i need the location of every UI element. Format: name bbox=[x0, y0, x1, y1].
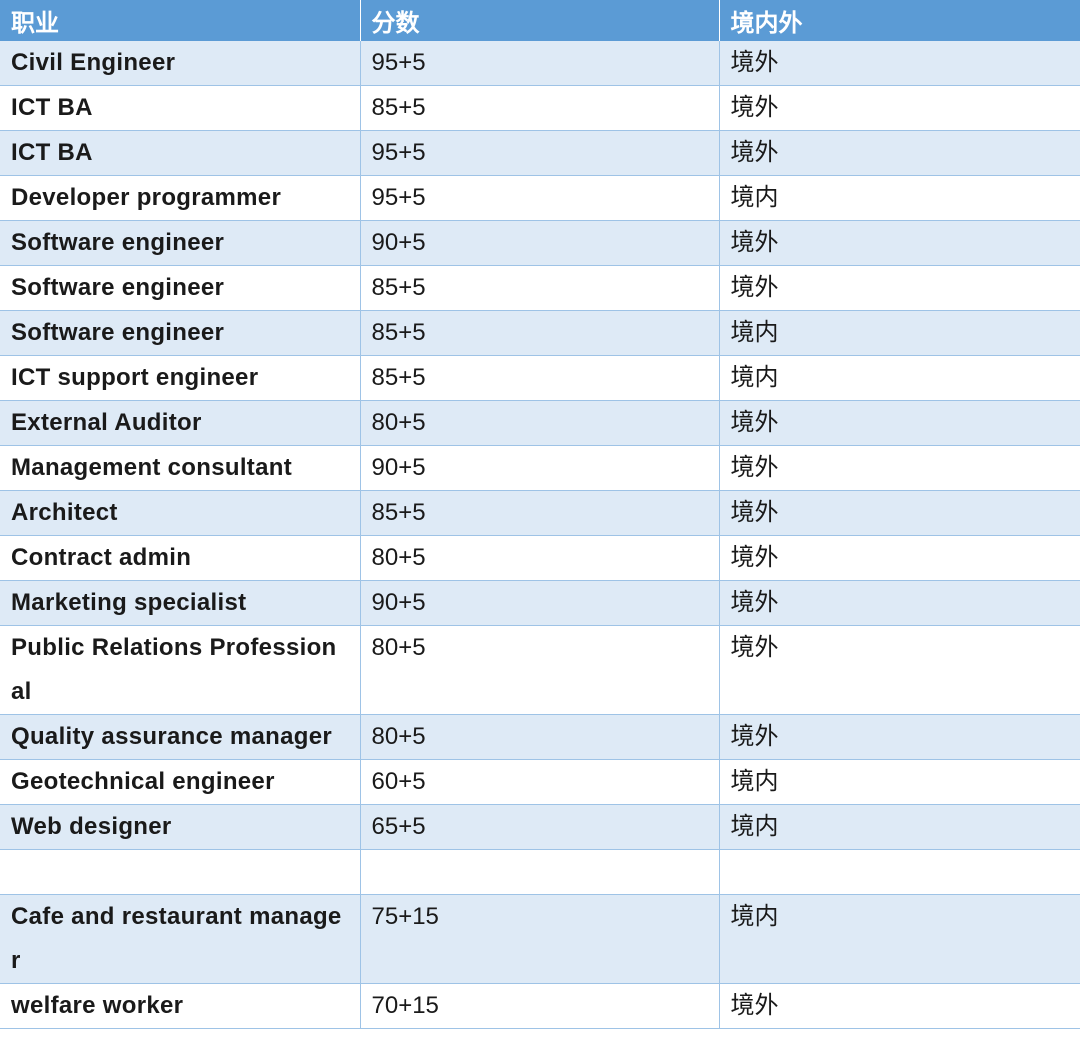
cell-score: 60+5 bbox=[360, 759, 720, 805]
table-row: Quality assurance manager 80+5 境外 bbox=[0, 714, 1080, 760]
cell-score: 80+5 bbox=[360, 400, 720, 446]
cell-occupation: Developer programmer bbox=[0, 175, 361, 221]
cell-location: 境外 bbox=[719, 265, 1080, 311]
table-row: Marketing specialist 90+5 境外 bbox=[0, 580, 1080, 626]
cell-occupation: Software engineer bbox=[0, 265, 361, 311]
table-row: Public Relations Professional 80+5 境外 bbox=[0, 625, 1080, 715]
cell-location: 境外 bbox=[719, 85, 1080, 131]
cell-location: 境外 bbox=[719, 41, 1080, 86]
cell-occupation: Management consultant bbox=[0, 445, 361, 491]
table-row: Developer programmer 95+5 境内 bbox=[0, 175, 1080, 221]
cell-occupation: ICT BA bbox=[0, 130, 361, 176]
cell-location: 境内 bbox=[719, 894, 1080, 984]
cell-location: 境外 bbox=[719, 445, 1080, 491]
cell-score: 90+5 bbox=[360, 580, 720, 626]
cell-occupation: Public Relations Professional bbox=[0, 625, 361, 715]
cell-score: 65+5 bbox=[360, 804, 720, 850]
table-header-row: 职业 分数 境内外 bbox=[0, 0, 1080, 41]
cell-score: 90+5 bbox=[360, 445, 720, 491]
cell-score: 80+5 bbox=[360, 535, 720, 581]
table-row: External Auditor 80+5 境外 bbox=[0, 400, 1080, 446]
cell-location: 境内 bbox=[719, 804, 1080, 850]
cell-occupation: Marketing specialist bbox=[0, 580, 361, 626]
table-row: Web designer 65+5 境内 bbox=[0, 804, 1080, 850]
cell-occupation bbox=[0, 849, 361, 895]
cell-location: 境外 bbox=[719, 220, 1080, 266]
cell-location bbox=[719, 849, 1080, 895]
cell-score: 95+5 bbox=[360, 175, 720, 221]
cell-occupation: Contract admin bbox=[0, 535, 361, 581]
table-row: Software engineer 85+5 境内 bbox=[0, 310, 1080, 356]
cell-score: 95+5 bbox=[360, 41, 720, 86]
cell-location: 境外 bbox=[719, 580, 1080, 626]
cell-score: 90+5 bbox=[360, 220, 720, 266]
cell-score: 80+5 bbox=[360, 625, 720, 715]
cell-location: 境外 bbox=[719, 714, 1080, 760]
header-occupation: 职业 bbox=[0, 0, 361, 41]
cell-score: 85+5 bbox=[360, 355, 720, 401]
header-score: 分数 bbox=[360, 0, 720, 41]
cell-occupation: External Auditor bbox=[0, 400, 361, 446]
cell-score: 85+5 bbox=[360, 265, 720, 311]
table-row: Architect 85+5 境外 bbox=[0, 490, 1080, 536]
cell-location: 境外 bbox=[719, 535, 1080, 581]
cell-occupation: Software engineer bbox=[0, 310, 361, 356]
cell-score: 85+5 bbox=[360, 310, 720, 356]
table-row: Contract admin 80+5 境外 bbox=[0, 535, 1080, 581]
cell-occupation: welfare worker bbox=[0, 983, 361, 1029]
cell-location: 境外 bbox=[719, 490, 1080, 536]
cell-location: 境内 bbox=[719, 310, 1080, 356]
cell-score: 95+5 bbox=[360, 130, 720, 176]
cell-occupation: ICT support engineer bbox=[0, 355, 361, 401]
cell-occupation: Quality assurance manager bbox=[0, 714, 361, 760]
cell-occupation: Software engineer bbox=[0, 220, 361, 266]
header-location: 境内外 bbox=[719, 0, 1080, 41]
cell-occupation: Architect bbox=[0, 490, 361, 536]
cell-location: 境外 bbox=[719, 130, 1080, 176]
table-row bbox=[0, 849, 1080, 895]
cell-occupation: Civil Engineer bbox=[0, 41, 361, 86]
cell-location: 境内 bbox=[719, 759, 1080, 805]
table-row: ICT BA 85+5 境外 bbox=[0, 85, 1080, 131]
cell-score: 80+5 bbox=[360, 714, 720, 760]
cell-occupation: Cafe and restaurant manager bbox=[0, 894, 361, 984]
cell-location: 境内 bbox=[719, 175, 1080, 221]
cell-location: 境外 bbox=[719, 625, 1080, 715]
occupation-score-table: 职业 分数 境内外 Civil Engineer 95+5 境外 ICT BA 85+5… bbox=[0, 0, 1080, 1029]
cell-score: 70+15 bbox=[360, 983, 720, 1029]
cell-score bbox=[360, 849, 720, 895]
cell-location: 境外 bbox=[719, 400, 1080, 446]
table-row: Civil Engineer 95+5 境外 bbox=[0, 41, 1080, 86]
table-row: Geotechnical engineer 60+5 境内 bbox=[0, 759, 1080, 805]
cell-location: 境外 bbox=[719, 983, 1080, 1029]
cell-occupation: ICT BA bbox=[0, 85, 361, 131]
cell-location: 境内 bbox=[719, 355, 1080, 401]
table-row: Software engineer 85+5 境外 bbox=[0, 265, 1080, 311]
table-row: Software engineer 90+5 境外 bbox=[0, 220, 1080, 266]
table-body: Civil Engineer 95+5 境外 ICT BA 85+5 境外 ICT BA 95… bbox=[0, 41, 1080, 1029]
table-row: ICT support engineer 85+5 境内 bbox=[0, 355, 1080, 401]
table-row: Cafe and restaurant manager 75+15 境内 bbox=[0, 894, 1080, 984]
cell-occupation: Web designer bbox=[0, 804, 361, 850]
table-row: Management consultant 90+5 境外 bbox=[0, 445, 1080, 491]
cell-occupation: Geotechnical engineer bbox=[0, 759, 361, 805]
cell-score: 85+5 bbox=[360, 490, 720, 536]
table-row: welfare worker 70+15 境外 bbox=[0, 983, 1080, 1029]
cell-score: 75+15 bbox=[360, 894, 720, 984]
table-row: ICT BA 95+5 境外 bbox=[0, 130, 1080, 176]
cell-score: 85+5 bbox=[360, 85, 720, 131]
